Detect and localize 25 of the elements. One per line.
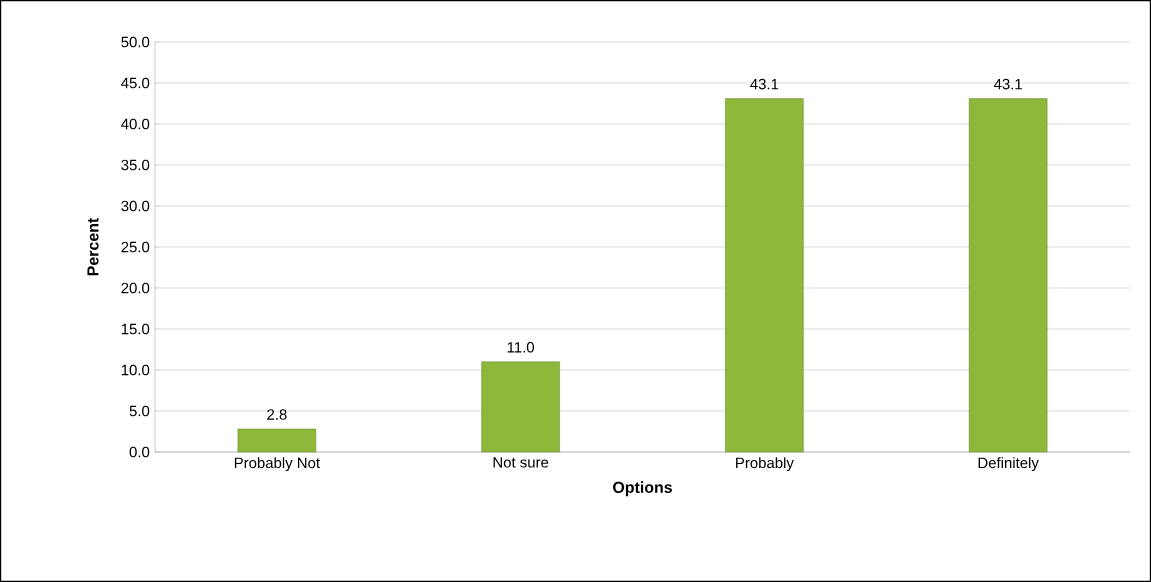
data-label: 43.1 xyxy=(750,78,779,90)
x-tick-label: Definitely xyxy=(978,457,1039,472)
data-label: 11.0 xyxy=(507,342,535,353)
x-tick-label: Probably xyxy=(736,457,794,472)
y-tick-label: 30.0 xyxy=(121,200,150,212)
y-tick-label: 0.0 xyxy=(129,446,150,458)
y-tick-label: 20.0 xyxy=(121,282,150,294)
y-tick-label: 45.0 xyxy=(121,77,150,89)
data-label: 2.8 xyxy=(267,409,287,420)
x-axis-title: Options xyxy=(613,481,672,497)
y-tick-label: 10.0 xyxy=(121,364,150,376)
x-tick-label: Not sure xyxy=(493,457,549,468)
bar xyxy=(481,361,560,453)
bar xyxy=(237,428,317,453)
y-tick-label: 35.0 xyxy=(121,159,150,171)
y-tick-label: 40.0 xyxy=(121,118,150,130)
y-axis-title: Percent xyxy=(87,217,99,276)
bar xyxy=(725,98,804,453)
data-label: 43.1 xyxy=(993,78,1022,90)
y-tick-label: 5.0 xyxy=(129,405,150,417)
y-tick-label: 15.0 xyxy=(121,323,150,335)
bar xyxy=(968,98,1048,453)
y-tick-label: 25.0 xyxy=(121,241,150,253)
x-tick-label: Probably Not xyxy=(234,457,320,472)
y-tick-label: 50.0 xyxy=(121,36,150,48)
